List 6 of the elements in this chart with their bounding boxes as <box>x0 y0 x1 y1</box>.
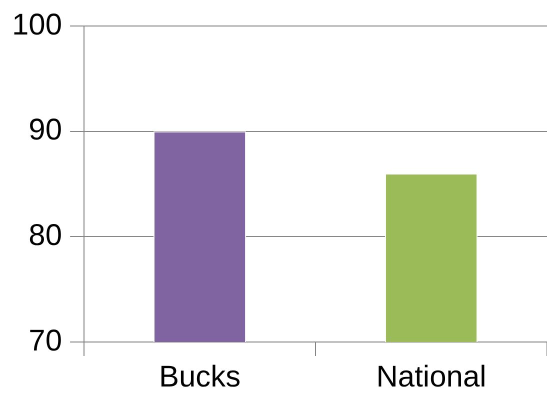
x-tick-label: National <box>376 360 486 394</box>
y-tick-label: 70 <box>28 324 62 358</box>
x-tick-label: Bucks <box>158 360 241 394</box>
y-tick-label: 90 <box>28 114 62 147</box>
y-tick-label: 80 <box>28 218 62 252</box>
y-tick-label: 100 <box>12 8 62 42</box>
